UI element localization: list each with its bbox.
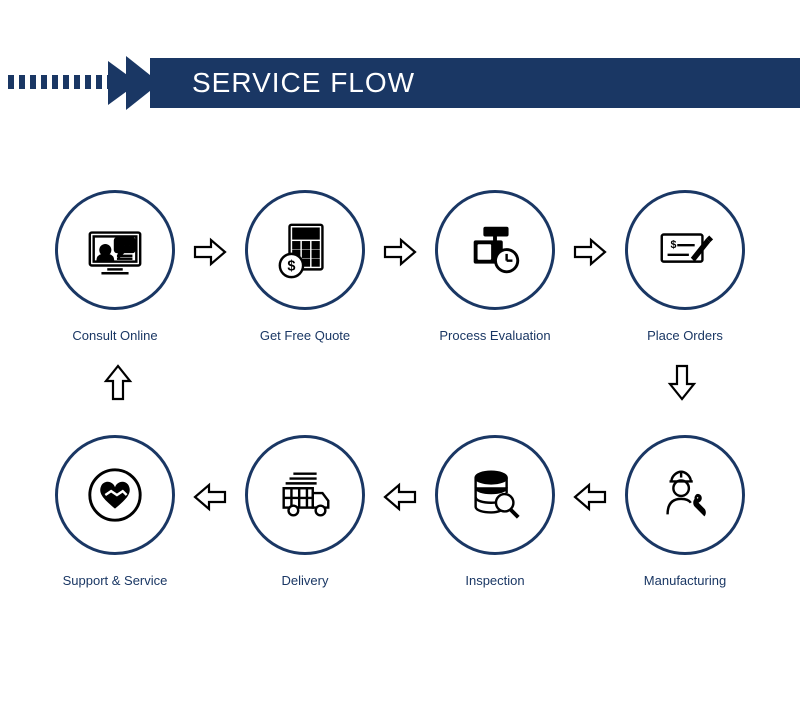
header-bar: SERVICE FLOW bbox=[150, 58, 800, 108]
computer-chat-icon bbox=[84, 219, 146, 281]
step-circle bbox=[435, 190, 555, 310]
arrow-right-icon bbox=[185, 237, 235, 267]
step-manufacturing: Manufacturing bbox=[615, 435, 755, 588]
step-label: Process Evaluation bbox=[439, 328, 550, 343]
step-label: Get Free Quote bbox=[260, 328, 350, 343]
step-consult-online: Consult Online bbox=[45, 190, 185, 343]
step-circle bbox=[435, 435, 555, 555]
database-magnifier-icon bbox=[464, 464, 526, 526]
flow-row-2: Support & Service bbox=[0, 435, 800, 588]
arrow-right-icon bbox=[375, 237, 425, 267]
truck-icon bbox=[274, 464, 336, 526]
step-circle: $ bbox=[625, 190, 745, 310]
calculator-dollar-icon: $ bbox=[274, 219, 336, 281]
arrow-left-icon bbox=[375, 482, 425, 512]
step-label: Support & Service bbox=[63, 573, 168, 588]
step-place-orders: $ Place Orders bbox=[615, 190, 755, 343]
step-circle bbox=[55, 190, 175, 310]
flow-row-1: Consult Online $ Get Free Quote bbox=[0, 190, 800, 343]
step-circle bbox=[625, 435, 745, 555]
step-inspection: Inspection bbox=[425, 435, 565, 588]
header-banner: SERVICE FLOW bbox=[0, 58, 800, 108]
step-circle bbox=[245, 435, 365, 555]
worker-wrench-icon bbox=[654, 464, 716, 526]
check-sign-icon: $ bbox=[654, 219, 716, 281]
arrow-up-icon bbox=[48, 362, 188, 402]
header-title: SERVICE FLOW bbox=[150, 67, 415, 99]
step-label: Consult Online bbox=[72, 328, 157, 343]
dotted-leader bbox=[8, 75, 113, 89]
arrow-right-icon bbox=[565, 237, 615, 267]
svg-text:$: $ bbox=[287, 258, 295, 274]
step-label: Delivery bbox=[282, 573, 329, 588]
step-label: Inspection bbox=[465, 573, 524, 588]
step-circle: $ bbox=[245, 190, 365, 310]
step-get-free-quote: $ Get Free Quote bbox=[235, 190, 375, 343]
arrow-left-icon bbox=[185, 482, 235, 512]
step-label: Manufacturing bbox=[644, 573, 726, 588]
step-label: Place Orders bbox=[647, 328, 723, 343]
step-support-service: Support & Service bbox=[45, 435, 185, 588]
step-circle bbox=[55, 435, 175, 555]
service-flow-diagram: Consult Online $ Get Free Quote bbox=[0, 190, 800, 588]
handshake-heart-icon bbox=[84, 464, 146, 526]
svg-text:$: $ bbox=[670, 239, 676, 251]
step-delivery: Delivery bbox=[235, 435, 375, 588]
arrow-left-icon bbox=[565, 482, 615, 512]
process-clock-icon bbox=[464, 219, 526, 281]
step-process-evaluation: Process Evaluation bbox=[425, 190, 565, 343]
arrow-down-icon bbox=[612, 362, 752, 402]
